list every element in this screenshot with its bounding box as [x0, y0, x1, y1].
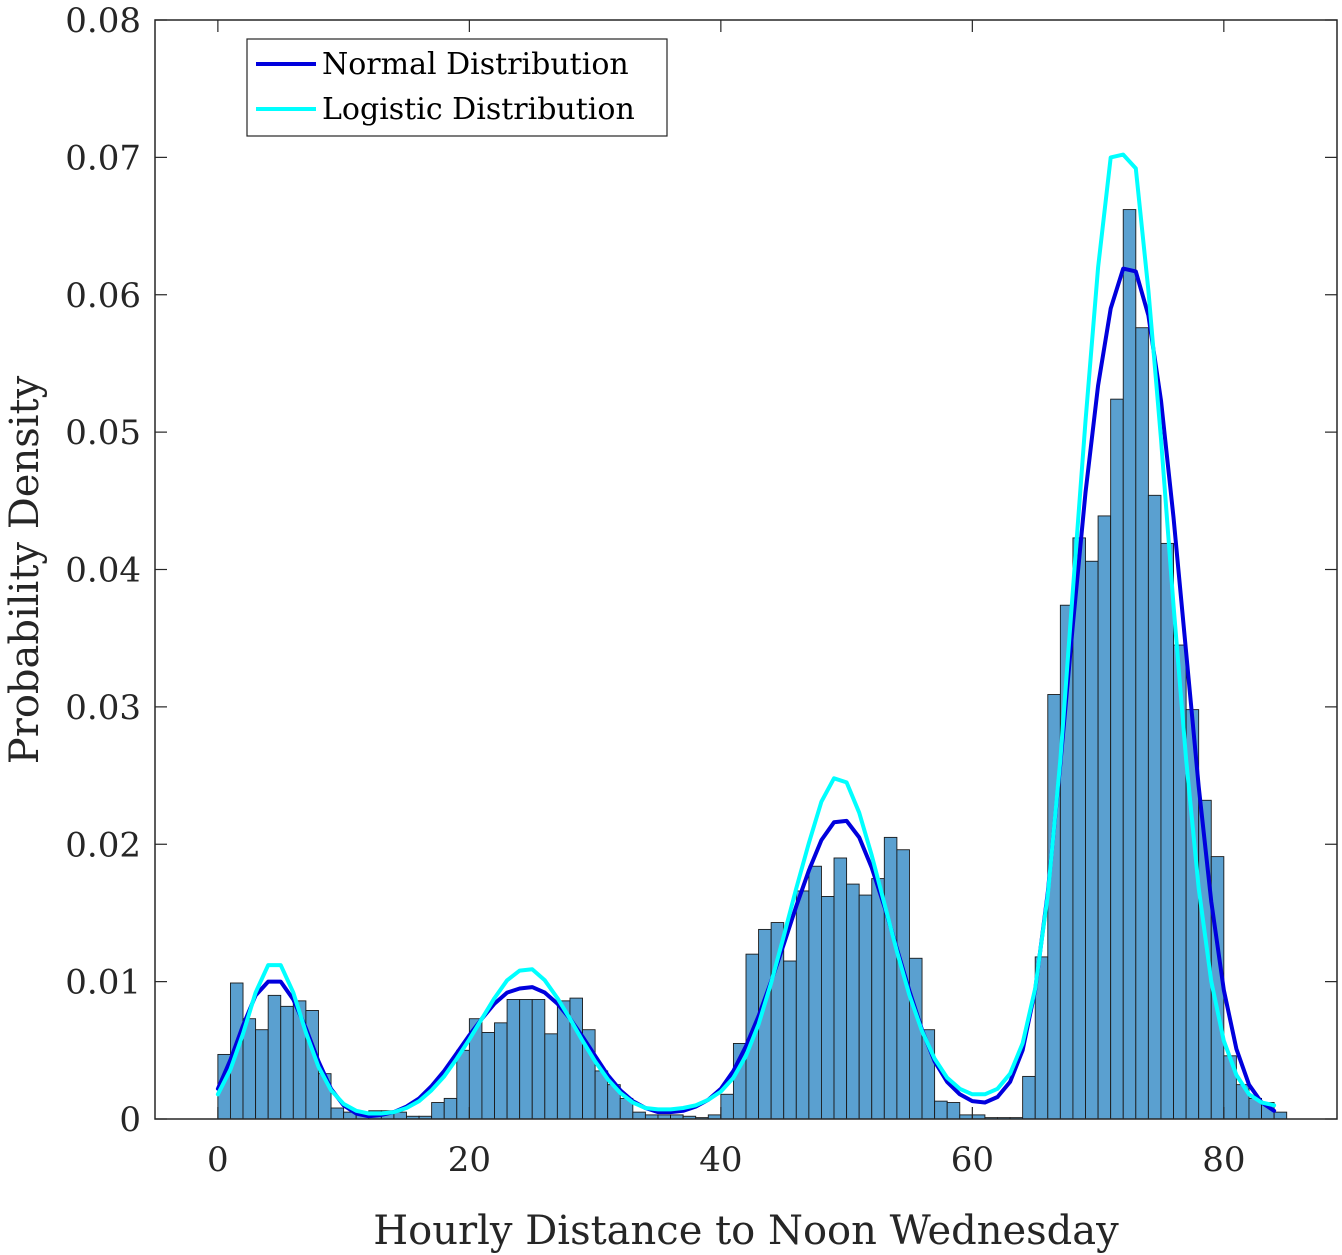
y-tick-label: 0.05: [65, 413, 141, 453]
x-tick-label: 20: [448, 1140, 491, 1180]
histogram-bar: [833, 857, 848, 1120]
y-tick-label: 0.04: [65, 551, 141, 591]
legend-normal-label: Normal Distribution: [322, 47, 629, 82]
histogram-bar: [506, 999, 521, 1120]
x-axis-ticks: 0 20 40 60 80: [207, 20, 1245, 1180]
histogram-bar: [456, 1049, 470, 1120]
y-tick-label: 0.08: [65, 1, 141, 41]
histogram-bar: [1097, 515, 1112, 1120]
x-tick-label: 60: [951, 1140, 994, 1180]
histogram-bar: [544, 1033, 558, 1120]
y-tick-label: 0.02: [65, 825, 141, 865]
histogram-bar: [1022, 1075, 1036, 1120]
logistic-distribution-line: [215, 152, 1277, 1116]
y-tick-label: 0.06: [65, 276, 141, 316]
histogram-bar: [820, 896, 835, 1120]
histogram-bar: [255, 1029, 269, 1120]
histogram-bar: [443, 1097, 458, 1120]
histogram-bar: [795, 890, 810, 1120]
legend-logistic-label: Logistic Distribution: [322, 92, 635, 127]
histogram-bar: [783, 960, 797, 1120]
histogram-bar: [481, 1032, 495, 1120]
histogram-bar: [1110, 398, 1124, 1120]
histogram-bar: [330, 1107, 345, 1120]
histogram-bar: [569, 997, 583, 1120]
histogram-bar: [494, 1022, 508, 1120]
histogram-bar: [883, 836, 898, 1120]
histogram-bar: [1273, 1111, 1288, 1120]
histogram-bar: [934, 1100, 948, 1120]
y-tick-label: 0.01: [65, 963, 141, 1003]
legend-box: [246, 38, 668, 137]
y-tick-label: 0: [119, 1100, 141, 1140]
histogram-bar: [846, 883, 860, 1120]
y-tick-label: 0.07: [65, 138, 141, 178]
histogram-bar: [720, 1093, 734, 1120]
x-axis-label: Hourly Distance to Noon Wednesday: [373, 1208, 1119, 1254]
histogram-bar: [1160, 542, 1174, 1120]
distribution-curves: [215, 152, 1277, 1119]
histogram-bar: [531, 999, 546, 1120]
histogram-bar: [519, 999, 533, 1120]
y-axis-ticks: 0 0.01 0.02 0.03 0.04 0.05 0.06 0.07 0.08: [65, 1, 1337, 1140]
x-tick-label: 0: [207, 1140, 229, 1180]
histogram-bar: [808, 865, 822, 1120]
histogram-bar: [1135, 327, 1149, 1120]
histogram-bar: [1085, 560, 1099, 1120]
y-tick-label: 0.03: [65, 688, 141, 728]
histogram-bar: [858, 894, 873, 1120]
histogram-bar: [946, 1102, 961, 1120]
histogram-bar: [280, 1005, 294, 1120]
histogram-bar: [267, 994, 282, 1120]
histogram-bar: [1147, 494, 1162, 1120]
x-tick-label: 80: [1202, 1140, 1245, 1180]
histogram-bar: [632, 1111, 646, 1120]
histogram-bar: [1122, 209, 1137, 1120]
legend: Normal Distribution Logistic Distributio…: [246, 38, 668, 137]
histogram-bar: [431, 1102, 445, 1120]
y-axis-label: Probability Density: [2, 375, 48, 764]
x-tick-label: 40: [699, 1140, 742, 1180]
histogram-bar: [871, 878, 885, 1120]
histogram-bar: [909, 957, 923, 1120]
